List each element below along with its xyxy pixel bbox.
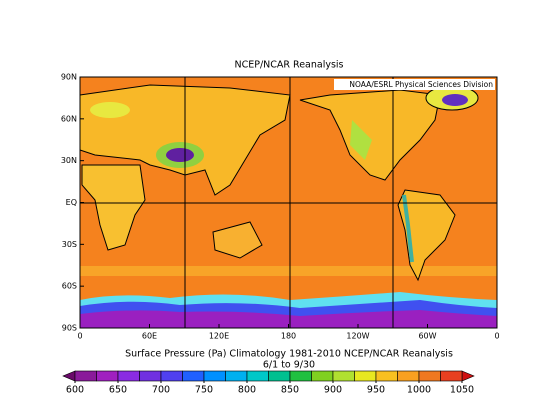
longitude-label: 180 — [281, 332, 296, 341]
colorbar-box — [225, 370, 248, 382]
colorbar-box — [96, 370, 119, 382]
colorbar-box — [139, 370, 162, 382]
latitude-label: 60S — [62, 282, 77, 291]
latitude-label: EQ — [66, 198, 77, 207]
colorbar-box — [203, 370, 226, 382]
credit: NOAA/ESRL Physical Sciences Division — [349, 80, 493, 89]
latitude-label: 30S — [62, 240, 77, 249]
colorbar-box — [160, 370, 183, 382]
colorbar-box — [354, 370, 377, 382]
colorbar-label: 900 — [324, 385, 342, 396]
credit-box — [334, 79, 495, 90]
colorbar-box — [418, 370, 441, 382]
longitude-label: 60E — [142, 332, 157, 341]
colorbar-high — [461, 370, 475, 382]
colorbar-box — [311, 370, 334, 382]
colorbar-box — [246, 370, 269, 382]
map: NOAA/ESRL Physical Sciences Division — [79, 76, 498, 329]
colorbar-box — [74, 370, 97, 382]
region — [90, 102, 130, 118]
colorbar-box — [397, 370, 420, 382]
colorbar-box — [182, 370, 205, 382]
rockies — [350, 120, 372, 160]
ice-sheet — [442, 94, 468, 106]
colorbar-label: 850 — [281, 385, 299, 396]
australia — [212, 221, 263, 259]
colorbar-box — [440, 370, 463, 382]
longitude-label: 0 — [77, 332, 82, 341]
longitude-label: 120W — [346, 332, 369, 341]
colorbar-label: 650 — [109, 385, 127, 396]
caption: Surface Pressure (Pa) Climatology 1981-2… — [125, 349, 453, 360]
colorbar-box — [375, 370, 398, 382]
latitude-label: 90N — [61, 73, 77, 82]
latitude-label: 90S — [62, 324, 77, 333]
colorbar-box — [268, 370, 291, 382]
colorbar-box — [332, 370, 355, 382]
colorbar-label: 1050 — [450, 385, 474, 396]
longitude-label: 0 — [494, 332, 499, 341]
colorbar-label: 800 — [238, 385, 256, 396]
latitude-label: 60N — [61, 114, 77, 123]
colorbar-label: 600 — [66, 385, 84, 396]
colorbar-label: 750 — [195, 385, 213, 396]
latitude-label: 30N — [61, 156, 77, 165]
longitude-label: 120E — [209, 332, 229, 341]
band — [80, 266, 497, 276]
colorbar-label: 1000 — [407, 385, 431, 396]
colorbar-box — [289, 370, 312, 382]
title: NCEP/NCAR Reanalysis — [234, 60, 343, 71]
colorbar-box — [117, 370, 140, 382]
colorbar-label: 700 — [152, 385, 170, 396]
longitude-label: 60W — [418, 332, 436, 341]
colorbar-low — [62, 370, 76, 382]
africa — [81, 164, 146, 251]
colorbar-label: 950 — [367, 385, 385, 396]
andes — [402, 194, 414, 263]
plateau — [166, 148, 194, 162]
caption: 6/1 to 9/30 — [263, 360, 315, 371]
